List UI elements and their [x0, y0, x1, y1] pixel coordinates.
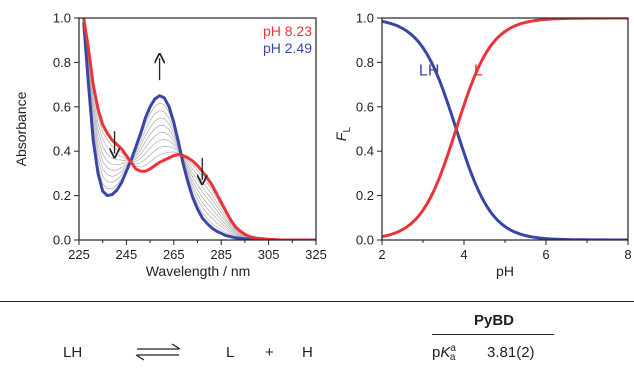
x-tick-label: 245: [116, 247, 138, 262]
fraction-series-group: [382, 18, 628, 240]
spectrum-series-group: [82, 18, 316, 240]
y-tick-label: 0.0: [53, 233, 71, 248]
legend-ph-8-23: pH 8.23: [263, 23, 312, 39]
y-tick-label: 0.0: [356, 233, 374, 248]
y-tick-label: 0.2: [356, 188, 374, 203]
product-h: H: [302, 344, 313, 361]
series-ph-2-49-line: [82, 22, 316, 240]
absorbance-axis-title: Absorbance: [13, 91, 29, 166]
series-lh-line: [382, 19, 628, 240]
right-axis-ticks: 2 4 6 8 0.0 0.2 0.4 0.6 0.8 1.0: [356, 11, 632, 263]
ph-axis-title: pH: [496, 263, 514, 279]
left-axis-ticks: 225 245 265 285 305 325 0.0 0.2 0.4 0.6 0.8 1.0: [53, 11, 327, 263]
y-tick-label: 1.0: [356, 11, 374, 26]
curve-label-l: L: [474, 63, 483, 80]
reactant-lh: LH: [63, 344, 82, 361]
fraction-axis-symbol: F: [333, 131, 349, 141]
y-tick-label: 0.4: [356, 144, 374, 159]
fraction-vs-ph-chart: 2 4 6 80.00.20.40.60.81.0 FL pH LH L: [333, 11, 632, 280]
spectral-change-arrows: [115, 58, 203, 180]
pka-label: pKa a: [432, 343, 456, 363]
equilibrium-arrows-icon: [135, 343, 181, 361]
y-tick-label: 0.2: [53, 188, 71, 203]
x-tick-label: 2: [378, 247, 385, 262]
y-tick-label: 0.8: [356, 55, 374, 70]
y-tick-label: 0.6: [356, 99, 374, 114]
pka-label-k: K: [440, 344, 451, 361]
absorbance-spectrum-chart: 225 245 265 285 305 325 0.0 0.2 0.4 0.6 0.8 1.0 Abs…: [13, 11, 327, 280]
legend-ph-2-49: pH 2.49: [263, 40, 312, 56]
pka-label-prefix: p: [432, 344, 440, 361]
pka-table: PyBD pKa a 3.81(2): [432, 312, 554, 363]
product-l: L: [226, 344, 234, 361]
series-ph-8-23-line: [82, 18, 316, 240]
y-tick-label: 1.0: [53, 11, 71, 26]
x-tick-label: 225: [68, 247, 90, 262]
x-tick-label: 6: [542, 247, 549, 262]
table-header-pybd: PyBD: [474, 312, 514, 329]
pka-label-subscript: a: [450, 352, 456, 363]
right-plot-frame: [381, 17, 629, 241]
curve-label-lh: LH: [419, 63, 439, 80]
pka-value: 3.81(2): [487, 344, 535, 361]
y-tick-label: 0.6: [53, 99, 71, 114]
y-tick-label: 0.8: [53, 55, 71, 70]
fraction-axis-title: FL: [333, 127, 353, 142]
pka-label-superscript: a: [450, 343, 456, 354]
series-l-line: [382, 18, 628, 239]
x-tick-label: 4: [460, 247, 467, 262]
x-tick-label: 265: [163, 247, 185, 262]
wavelength-axis-title: Wavelength / nm: [146, 263, 251, 279]
y-tick-label: 0.4: [53, 144, 71, 159]
x-tick-label: 8: [624, 247, 631, 262]
x-tick-label: 305: [258, 247, 280, 262]
x-tick-label: 285: [210, 247, 232, 262]
plus-sign: +: [265, 344, 274, 361]
fraction-axis-subscript: L: [342, 127, 353, 133]
x-tick-label: 325: [305, 247, 327, 262]
equilibrium-equation: LH L + H: [63, 343, 313, 361]
